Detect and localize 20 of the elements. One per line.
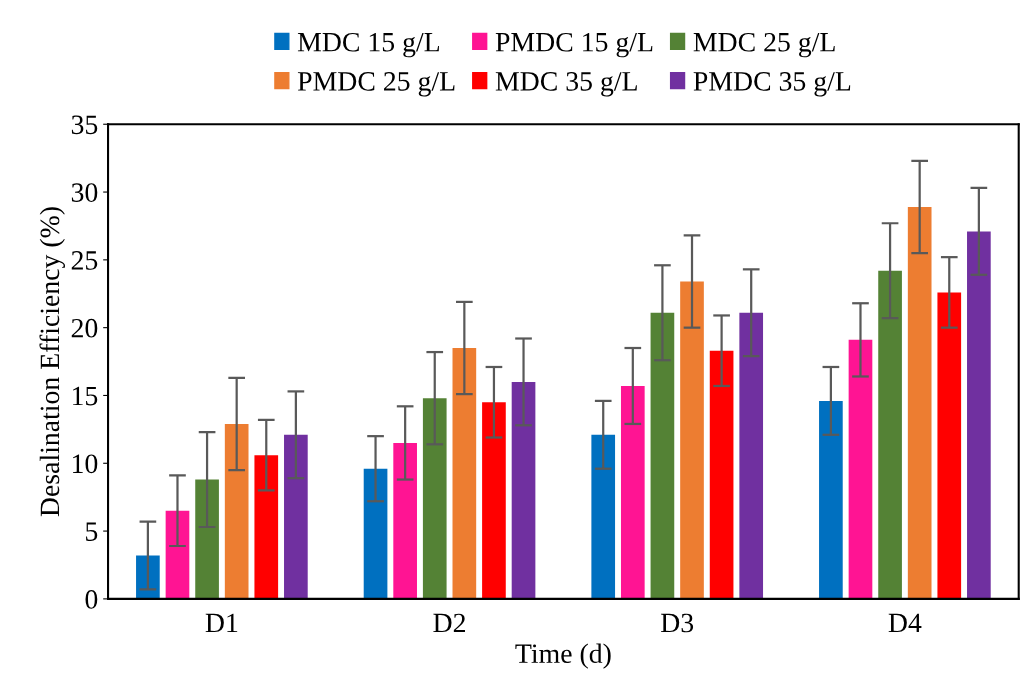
y-tick-label: 20 — [71, 318, 98, 338]
legend-label: MDC 35 g/L — [495, 72, 637, 97]
y-tick-label: 5 — [86, 522, 98, 541]
x-axis-title: Time (d) — [515, 643, 611, 669]
y-tick-label: 10 — [72, 454, 98, 474]
y-tick-label: 15 — [72, 386, 98, 406]
y-tick-label: 0 — [85, 590, 98, 609]
x-tick-label: D2 — [433, 613, 465, 633]
y-axis-title: Desalination Efficiency (%) — [39, 207, 65, 517]
x-tick-label: D4 — [888, 613, 922, 633]
x-tick-label: D1 — [205, 613, 238, 633]
legend-label: PMDC 25 g/L — [297, 72, 455, 97]
legend-label: MDC 15 g/L — [297, 32, 439, 58]
x-tick-label: D3 — [661, 613, 694, 633]
y-tick-label: 25 — [71, 251, 98, 270]
legend-label: PMDC 15 g/L — [495, 32, 653, 58]
legend-label: MDC 25 g/L — [693, 32, 835, 58]
legend-label: PMDC 35 g/L — [693, 72, 851, 97]
y-tick-label: 35 — [71, 115, 98, 135]
y-tick-label: 30 — [71, 183, 98, 202]
